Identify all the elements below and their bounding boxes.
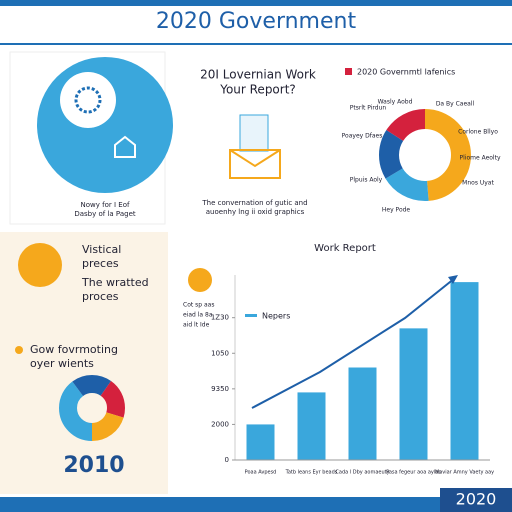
bar <box>399 328 428 460</box>
x-tick-label: Maviar Amny Vaety aay <box>435 470 494 476</box>
donut-label: Pliome Aeolty <box>460 155 501 162</box>
legend-label: Nepers <box>262 312 290 321</box>
chart-note: Cot sp aas <box>183 302 214 309</box>
caption: auoenhy lng ii oxid graphics <box>206 208 305 216</box>
chart-title: Work Report <box>314 243 376 254</box>
segment <box>379 109 471 201</box>
item-text: proces <box>82 290 119 303</box>
donut-label: Wasly Aobd <box>378 99 413 106</box>
icon-bg <box>60 72 116 128</box>
segment <box>379 109 471 201</box>
donut <box>379 109 471 201</box>
y-tick-label: 9350 <box>211 385 229 393</box>
caption: Nowy for I Eof <box>81 201 130 209</box>
footer <box>0 497 512 512</box>
x-tick-label: Tatb leans Eyr beads <box>285 470 338 476</box>
x-tick-label: Poaa Avpesd <box>245 470 277 476</box>
segment <box>59 375 125 441</box>
y-tick-label: 1Z30 <box>211 314 229 322</box>
bar <box>450 282 479 460</box>
trend-arrow <box>251 277 456 409</box>
bullet <box>15 346 23 354</box>
donut-label: Corlone Bllyo <box>458 129 498 136</box>
segment <box>59 375 125 441</box>
card-title: 2020 Governmtl lafenics <box>357 68 455 77</box>
heading: Gow fovrmoting <box>30 343 118 356</box>
hand-icon <box>18 243 62 287</box>
donut <box>59 375 125 441</box>
card-title: 20I Lovernian Work <box>200 68 316 82</box>
title: 2020 Government <box>156 9 357 34</box>
top-stripe <box>0 0 512 6</box>
x-tick-label: Pasa fegeur aoa aylas <box>386 470 441 476</box>
bar <box>246 424 275 460</box>
year: 2010 <box>63 453 124 478</box>
segment <box>379 109 471 201</box>
caption: Dasby of la Paget <box>74 210 136 218</box>
footer-badge <box>440 488 512 512</box>
heading: oyer wients <box>30 357 94 370</box>
donut-label: Da By Caeall <box>436 101 475 108</box>
chart-note: eiad la 8a <box>183 312 213 319</box>
legend-swatch <box>245 314 257 317</box>
legend-swatch <box>345 68 352 75</box>
icon <box>188 268 212 292</box>
x-tick-label: Cada l Dby aomaeuty <box>335 470 389 476</box>
y-tick-label: 0 <box>225 456 229 464</box>
segment <box>59 375 125 441</box>
item-text: The wratted <box>81 276 149 289</box>
bar <box>348 367 377 460</box>
donut-label: Plpuis Aoly <box>350 177 383 184</box>
y-tick-label: 1050 <box>211 349 229 357</box>
envelope-icon <box>229 149 281 179</box>
arrow-head <box>448 275 458 284</box>
house-icon <box>114 135 136 158</box>
card-title: Your Report? <box>219 83 296 97</box>
chart-note: aid lt Ide <box>183 322 210 329</box>
donut-label: Poayey Dfaes <box>342 133 383 140</box>
item-text: preces <box>82 257 119 270</box>
donut-label: Ptsrlt Pirdun <box>350 105 387 112</box>
footer-year: 2020 <box>456 490 497 509</box>
y-tick-label: 2000 <box>211 420 229 428</box>
bar <box>297 392 326 460</box>
item-text: Vistical <box>82 243 121 256</box>
donut-label: Hey Pode <box>382 207 411 214</box>
caption: The convernation of gutic and <box>201 199 307 207</box>
circle-graphic <box>37 57 173 193</box>
gear-icon <box>74 86 102 114</box>
document-icon <box>239 114 269 152</box>
donut-label: Mnos Uyat <box>462 180 494 187</box>
